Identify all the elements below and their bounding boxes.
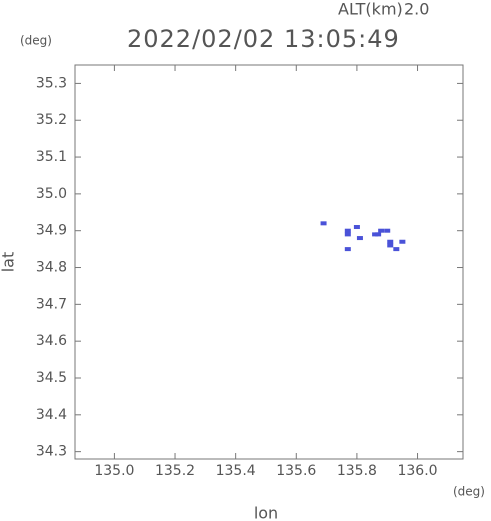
y-tick-label: 34.5 bbox=[36, 370, 67, 386]
x-tick-label: 135.6 bbox=[276, 463, 316, 479]
echo-point bbox=[344, 232, 351, 237]
y-tick-label: 35.0 bbox=[36, 186, 67, 202]
y-tick-label: 34.4 bbox=[36, 407, 67, 423]
y-unit: (deg) bbox=[20, 34, 52, 48]
echo-point bbox=[384, 228, 391, 233]
echo-point bbox=[393, 247, 400, 252]
plot-frame bbox=[74, 64, 464, 460]
echo-point bbox=[387, 243, 394, 248]
x-tick-label: 135.2 bbox=[155, 463, 195, 479]
y-tick-label: 34.6 bbox=[36, 333, 67, 349]
x-unit: (deg) bbox=[453, 485, 485, 499]
y-tick-label: 35.2 bbox=[36, 112, 67, 128]
y-tick-label: 34.3 bbox=[36, 444, 67, 460]
y-tick-label: 34.7 bbox=[36, 296, 67, 312]
x-tick-label: 136.0 bbox=[397, 463, 437, 479]
y-tick-label: 35.1 bbox=[36, 149, 67, 165]
echo-point bbox=[387, 239, 394, 244]
y-tick-label: 34.8 bbox=[36, 260, 67, 276]
x-tick-label: 135.4 bbox=[216, 463, 256, 479]
echo-point bbox=[344, 247, 351, 252]
y-tick-label: 35.3 bbox=[36, 75, 67, 91]
echo-point bbox=[353, 225, 360, 230]
x-tick-label: 135.0 bbox=[94, 463, 134, 479]
echo-point bbox=[320, 221, 327, 226]
echo-point bbox=[375, 232, 382, 237]
echo-point bbox=[372, 232, 379, 237]
echo-point bbox=[399, 239, 406, 244]
x-axis-label: lon bbox=[254, 504, 278, 521]
echo-point bbox=[344, 228, 351, 233]
echo-point bbox=[356, 236, 363, 241]
altitude-value: 2.0 bbox=[404, 0, 429, 19]
echo-point bbox=[378, 228, 385, 233]
chart-title: 2022/02/02 13:05:49 bbox=[127, 25, 400, 53]
x-tick-label: 135.8 bbox=[337, 463, 377, 479]
altitude-label: ALT(km) bbox=[338, 0, 403, 19]
y-tick-label: 34.9 bbox=[36, 223, 67, 239]
y-axis-label: lat bbox=[0, 252, 18, 273]
